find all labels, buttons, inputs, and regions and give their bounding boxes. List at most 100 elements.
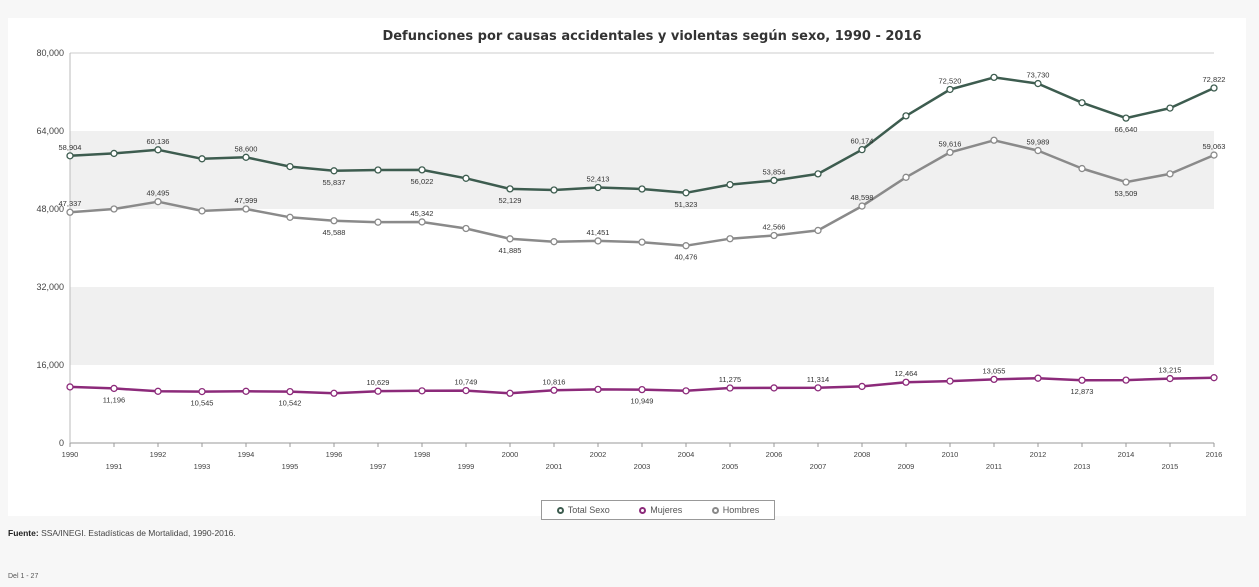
data-label-hombres: 59,989 <box>1027 138 1050 147</box>
x-tick-label: 1997 <box>370 462 387 471</box>
data-point-total-sexo <box>198 155 206 163</box>
data-point-total-sexo <box>1078 99 1086 107</box>
data-point-mujeres <box>770 384 778 392</box>
data-point-hombres <box>1122 178 1130 186</box>
data-point-mujeres <box>594 385 602 394</box>
data-label-total-sexo: 66,640 <box>1115 125 1138 134</box>
data-label-hombres: 40,476 <box>675 253 698 262</box>
chart-title: Defunciones por causas accidentales y vi… <box>382 29 921 44</box>
x-tick-label: 2012 <box>1030 450 1047 459</box>
source-label: Fuente: <box>8 528 39 538</box>
x-tick-label: 2010 <box>942 450 959 459</box>
data-point-total-sexo <box>110 149 118 158</box>
data-point-mujeres <box>990 375 998 384</box>
data-point-mujeres <box>374 387 382 395</box>
data-label-total-sexo: 52,129 <box>499 196 522 205</box>
x-tick-label: 2003 <box>634 462 651 471</box>
data-point-hombres <box>1210 151 1218 159</box>
data-point-hombres <box>110 205 118 213</box>
data-point-total-sexo <box>990 73 998 82</box>
data-label-total-sexo: 60,174 <box>851 137 874 146</box>
data-point-total-sexo <box>638 185 646 193</box>
data-point-hombres <box>506 235 514 243</box>
data-point-total-sexo <box>330 167 338 175</box>
data-point-mujeres <box>154 387 162 395</box>
data-point-hombres <box>154 198 162 206</box>
data-label-mujeres: 12,464 <box>895 369 918 378</box>
data-point-hombres <box>638 238 646 246</box>
data-point-hombres <box>594 237 602 245</box>
data-label-mujeres: 13,215 <box>1159 366 1182 375</box>
y-tick-label: 80,000 <box>36 48 64 58</box>
data-point-total-sexo <box>462 174 470 182</box>
data-point-total-sexo <box>814 170 822 178</box>
x-tick-label: 2004 <box>678 450 695 459</box>
data-point-hombres <box>418 218 426 226</box>
x-tick-label: 2005 <box>722 462 739 471</box>
x-tick-label: 2011 <box>986 462 1002 471</box>
x-tick-label: 2015 <box>1162 462 1179 471</box>
data-point-hombres <box>990 136 998 144</box>
data-point-total-sexo <box>1122 114 1130 122</box>
data-point-total-sexo <box>286 162 294 171</box>
data-point-hombres <box>1078 164 1086 173</box>
data-label-hombres: 59,616 <box>939 139 962 148</box>
legend-item-total[interactable]: Total Sexo <box>556 505 610 515</box>
data-label-mujeres: 11,275 <box>719 375 741 384</box>
x-tick-label: 2009 <box>898 462 915 471</box>
legend-item-hombres[interactable]: Hombres <box>711 505 759 515</box>
data-point-hombres <box>946 148 954 157</box>
data-label-total-sexo: 52,413 <box>587 174 610 183</box>
data-label-hombres: 45,588 <box>323 228 346 237</box>
x-tick-label: 1993 <box>194 462 211 471</box>
data-point-hombres <box>858 202 866 210</box>
data-label-hombres: 47,999 <box>235 196 258 205</box>
legend-marker-total-icon <box>556 506 564 514</box>
data-label-hombres: 47,337 <box>59 199 82 208</box>
data-label-mujeres: 10,545 <box>191 399 214 408</box>
data-point-total-sexo <box>242 153 250 161</box>
x-tick-label: 2000 <box>502 450 519 459</box>
x-tick-label: 2002 <box>590 450 607 459</box>
x-tick-label: 1994 <box>238 450 255 459</box>
data-label-total-sexo: 56,022 <box>411 177 434 186</box>
data-point-mujeres <box>506 389 514 397</box>
y-tick-label: 48,000 <box>36 204 64 214</box>
data-point-mujeres <box>462 386 470 395</box>
x-tick-label: 2007 <box>810 462 827 471</box>
data-point-mujeres <box>682 387 690 395</box>
data-label-mujeres: 11,196 <box>103 395 125 404</box>
chart-panel: Defunciones por causas accidentales y vi… <box>8 18 1246 520</box>
legend-item-mujeres[interactable]: Mujeres <box>639 505 682 515</box>
legend-label-total: Total Sexo <box>567 505 610 515</box>
data-label-total-sexo: 58,904 <box>59 143 82 152</box>
data-point-total-sexo <box>946 85 954 94</box>
data-point-mujeres <box>66 383 74 391</box>
data-point-mujeres <box>638 385 646 394</box>
data-label-mujeres: 10,949 <box>631 397 654 406</box>
legend-label-mujeres: Mujeres <box>650 505 683 515</box>
x-tick-label: 1998 <box>414 450 431 459</box>
data-label-total-sexo: 51,323 <box>675 200 698 209</box>
data-point-mujeres <box>198 387 206 396</box>
x-tick-label: 1996 <box>326 450 343 459</box>
grid-band <box>70 287 1214 365</box>
x-tick-label: 1992 <box>150 450 167 459</box>
x-tick-label: 2013 <box>1074 462 1091 471</box>
data-point-mujeres <box>110 384 118 393</box>
data-label-hombres: 41,451 <box>587 228 610 237</box>
data-point-mujeres <box>330 389 338 397</box>
legend-marker-mujeres-icon <box>639 506 647 514</box>
data-point-hombres <box>286 213 294 221</box>
x-tick-label: 1995 <box>282 462 299 471</box>
source-note: Fuente: SSA/INEGI. Estadísticas de Morta… <box>8 528 236 538</box>
pager-text: Del 1 - 27 <box>8 573 39 580</box>
data-point-total-sexo <box>154 146 162 154</box>
data-point-total-sexo <box>858 146 866 154</box>
data-label-mujeres: 11,314 <box>807 375 829 384</box>
data-point-mujeres <box>286 387 294 396</box>
data-label-total-sexo: 72,822 <box>1203 75 1226 84</box>
data-point-mujeres <box>550 386 558 394</box>
data-point-mujeres <box>946 377 954 385</box>
x-tick-label: 2014 <box>1118 450 1135 459</box>
